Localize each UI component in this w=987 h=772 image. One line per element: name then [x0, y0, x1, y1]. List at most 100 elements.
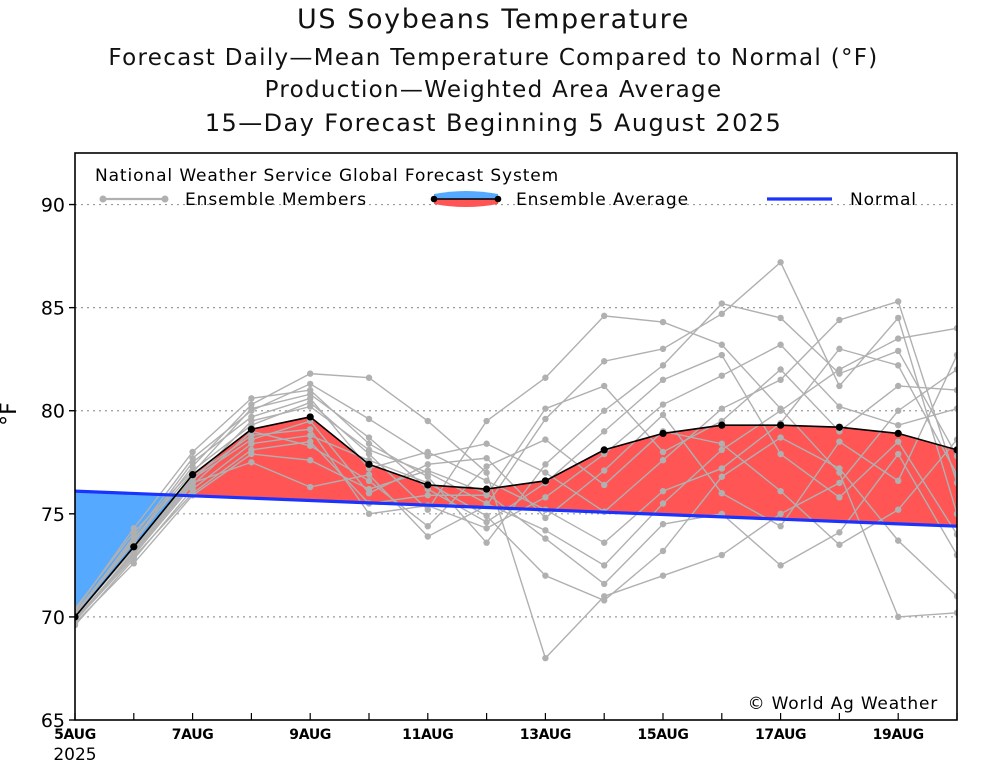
member-point-m10-8	[542, 436, 549, 443]
member-point-m13-4	[307, 391, 314, 398]
member-point-m7-5	[365, 510, 373, 518]
member-line-m3	[75, 261, 957, 620]
member-point-m9-10	[659, 362, 667, 369]
member-point-m4-14	[895, 298, 902, 305]
member-point-m8-13	[836, 529, 843, 536]
member-point-m8-9	[601, 580, 608, 588]
ensemble-average-point-5	[365, 460, 373, 468]
member-point-m8-14	[895, 450, 902, 458]
member-point-m7-4	[307, 426, 314, 433]
member-line-m14	[75, 354, 957, 618]
member-point-m5-12	[777, 434, 784, 441]
member-point-m2-11	[718, 551, 725, 559]
member-point-m14-12	[777, 522, 784, 530]
above-normal-fill-4-0	[309, 416, 370, 504]
member-point-m9-11	[718, 300, 725, 307]
ensemble-average-point-11	[718, 421, 726, 429]
ensemble-average-point-2	[189, 471, 197, 479]
member-point-m14-6	[424, 461, 431, 468]
member-point-m10-11	[718, 440, 725, 447]
member-point-m10-6	[424, 522, 431, 530]
member-point-m9-5	[365, 440, 373, 447]
member-line-m2	[75, 368, 957, 660]
member-point-m8-1	[130, 560, 137, 567]
member-point-m7-8	[542, 494, 549, 501]
member-point-m14-7	[483, 454, 490, 462]
ensemble-members	[75, 259, 957, 662]
member-point-m6-14	[895, 613, 902, 621]
member-point-m14-3	[248, 436, 255, 443]
member-point-m13-3	[248, 405, 255, 412]
member-point-m11-14	[895, 362, 902, 369]
member-point-m6-9	[601, 312, 608, 320]
plot-frame	[74, 152, 958, 721]
member-point-m7-13	[836, 403, 843, 410]
member-point-m12-7	[483, 492, 490, 499]
member-point-m3-11	[718, 310, 725, 318]
x-tick-label-9AUG: 9AUG	[289, 727, 331, 743]
member-point-m7-11	[718, 372, 725, 379]
x-tick-label-11AUG: 11AUG	[402, 727, 453, 743]
member-point-m9-3	[248, 395, 255, 402]
member-point-m10-13	[836, 541, 843, 548]
member-point-m7-7	[483, 525, 490, 532]
ensemble-average-point-4	[306, 413, 314, 421]
ensemble-average-point-6	[424, 481, 432, 489]
ensemble-average-point-9	[600, 446, 608, 454]
y-axis-label: °F	[0, 402, 22, 426]
member-point-m12-8	[542, 405, 549, 412]
member-point-m14-9	[601, 467, 608, 474]
member-point-m13-13	[836, 494, 843, 501]
member-line-m5	[75, 434, 957, 626]
member-point-m3-3	[248, 459, 255, 466]
member-point-m2-8	[542, 654, 549, 662]
member-point-m12-10	[659, 448, 667, 456]
above-normal-fill-10-0	[662, 424, 723, 518]
member-point-m10-9	[601, 481, 608, 489]
member-point-m8-10	[659, 520, 667, 528]
legend-normal-label: Normal	[850, 190, 917, 210]
member-point-m5-11	[718, 473, 725, 480]
member-point-m6-7	[483, 417, 490, 425]
member-point-m3-4	[307, 483, 314, 491]
member-point-m7-12	[777, 341, 784, 348]
member-point-m8-12	[777, 562, 784, 569]
member-point-m14-10	[659, 411, 667, 419]
legend-header: National Weather Service Global Forecast…	[95, 166, 559, 186]
member-point-m14-11	[718, 490, 725, 497]
member-point-m1-14	[895, 335, 902, 342]
member-point-m12-3	[248, 446, 255, 454]
ensemble-average-point-0	[75, 613, 79, 621]
member-point-m13-7	[483, 518, 490, 526]
ensemble-average-point-3	[247, 425, 255, 433]
member-point-m9-12	[777, 314, 784, 322]
chart-subtitle-3: 15—Day Forecast Beginning 5 August 2025	[204, 109, 783, 137]
member-point-m3-10	[659, 345, 667, 353]
y-tick-label-80: 80	[41, 401, 65, 423]
chart-subtitle-1: Forecast Daily—Mean Temperature Compared…	[108, 45, 879, 71]
member-point-m2-14	[895, 407, 902, 414]
chart-title: US Soybeans Temperature	[296, 4, 690, 35]
member-point-m13-5	[365, 434, 373, 441]
member-point-m3-14	[895, 314, 902, 322]
member-point-m11-7	[483, 477, 490, 485]
legend-average-label: Ensemble Average	[516, 190, 689, 210]
member-point-m10-12	[777, 487, 784, 495]
above-normal-fill-8-0	[545, 449, 605, 513]
member-line-m8	[75, 452, 957, 624]
member-point-m10-14	[895, 506, 902, 513]
member-point-m5-9	[601, 597, 608, 604]
member-point-m8-6	[424, 467, 431, 474]
member-point-m8-8	[542, 535, 549, 542]
member-point-m4-13	[836, 316, 843, 324]
member-point-m3-8	[542, 415, 549, 423]
member-point-m7-14	[895, 421, 902, 429]
legend-members-dot-left	[99, 195, 107, 203]
member-point-m2-6	[424, 417, 431, 425]
member-point-m2-7	[483, 469, 490, 476]
member-point-m4-12	[777, 376, 784, 383]
member-point-m6-11	[718, 341, 725, 348]
y-tick-label-90: 90	[41, 195, 65, 217]
member-point-m13-9	[601, 428, 608, 435]
